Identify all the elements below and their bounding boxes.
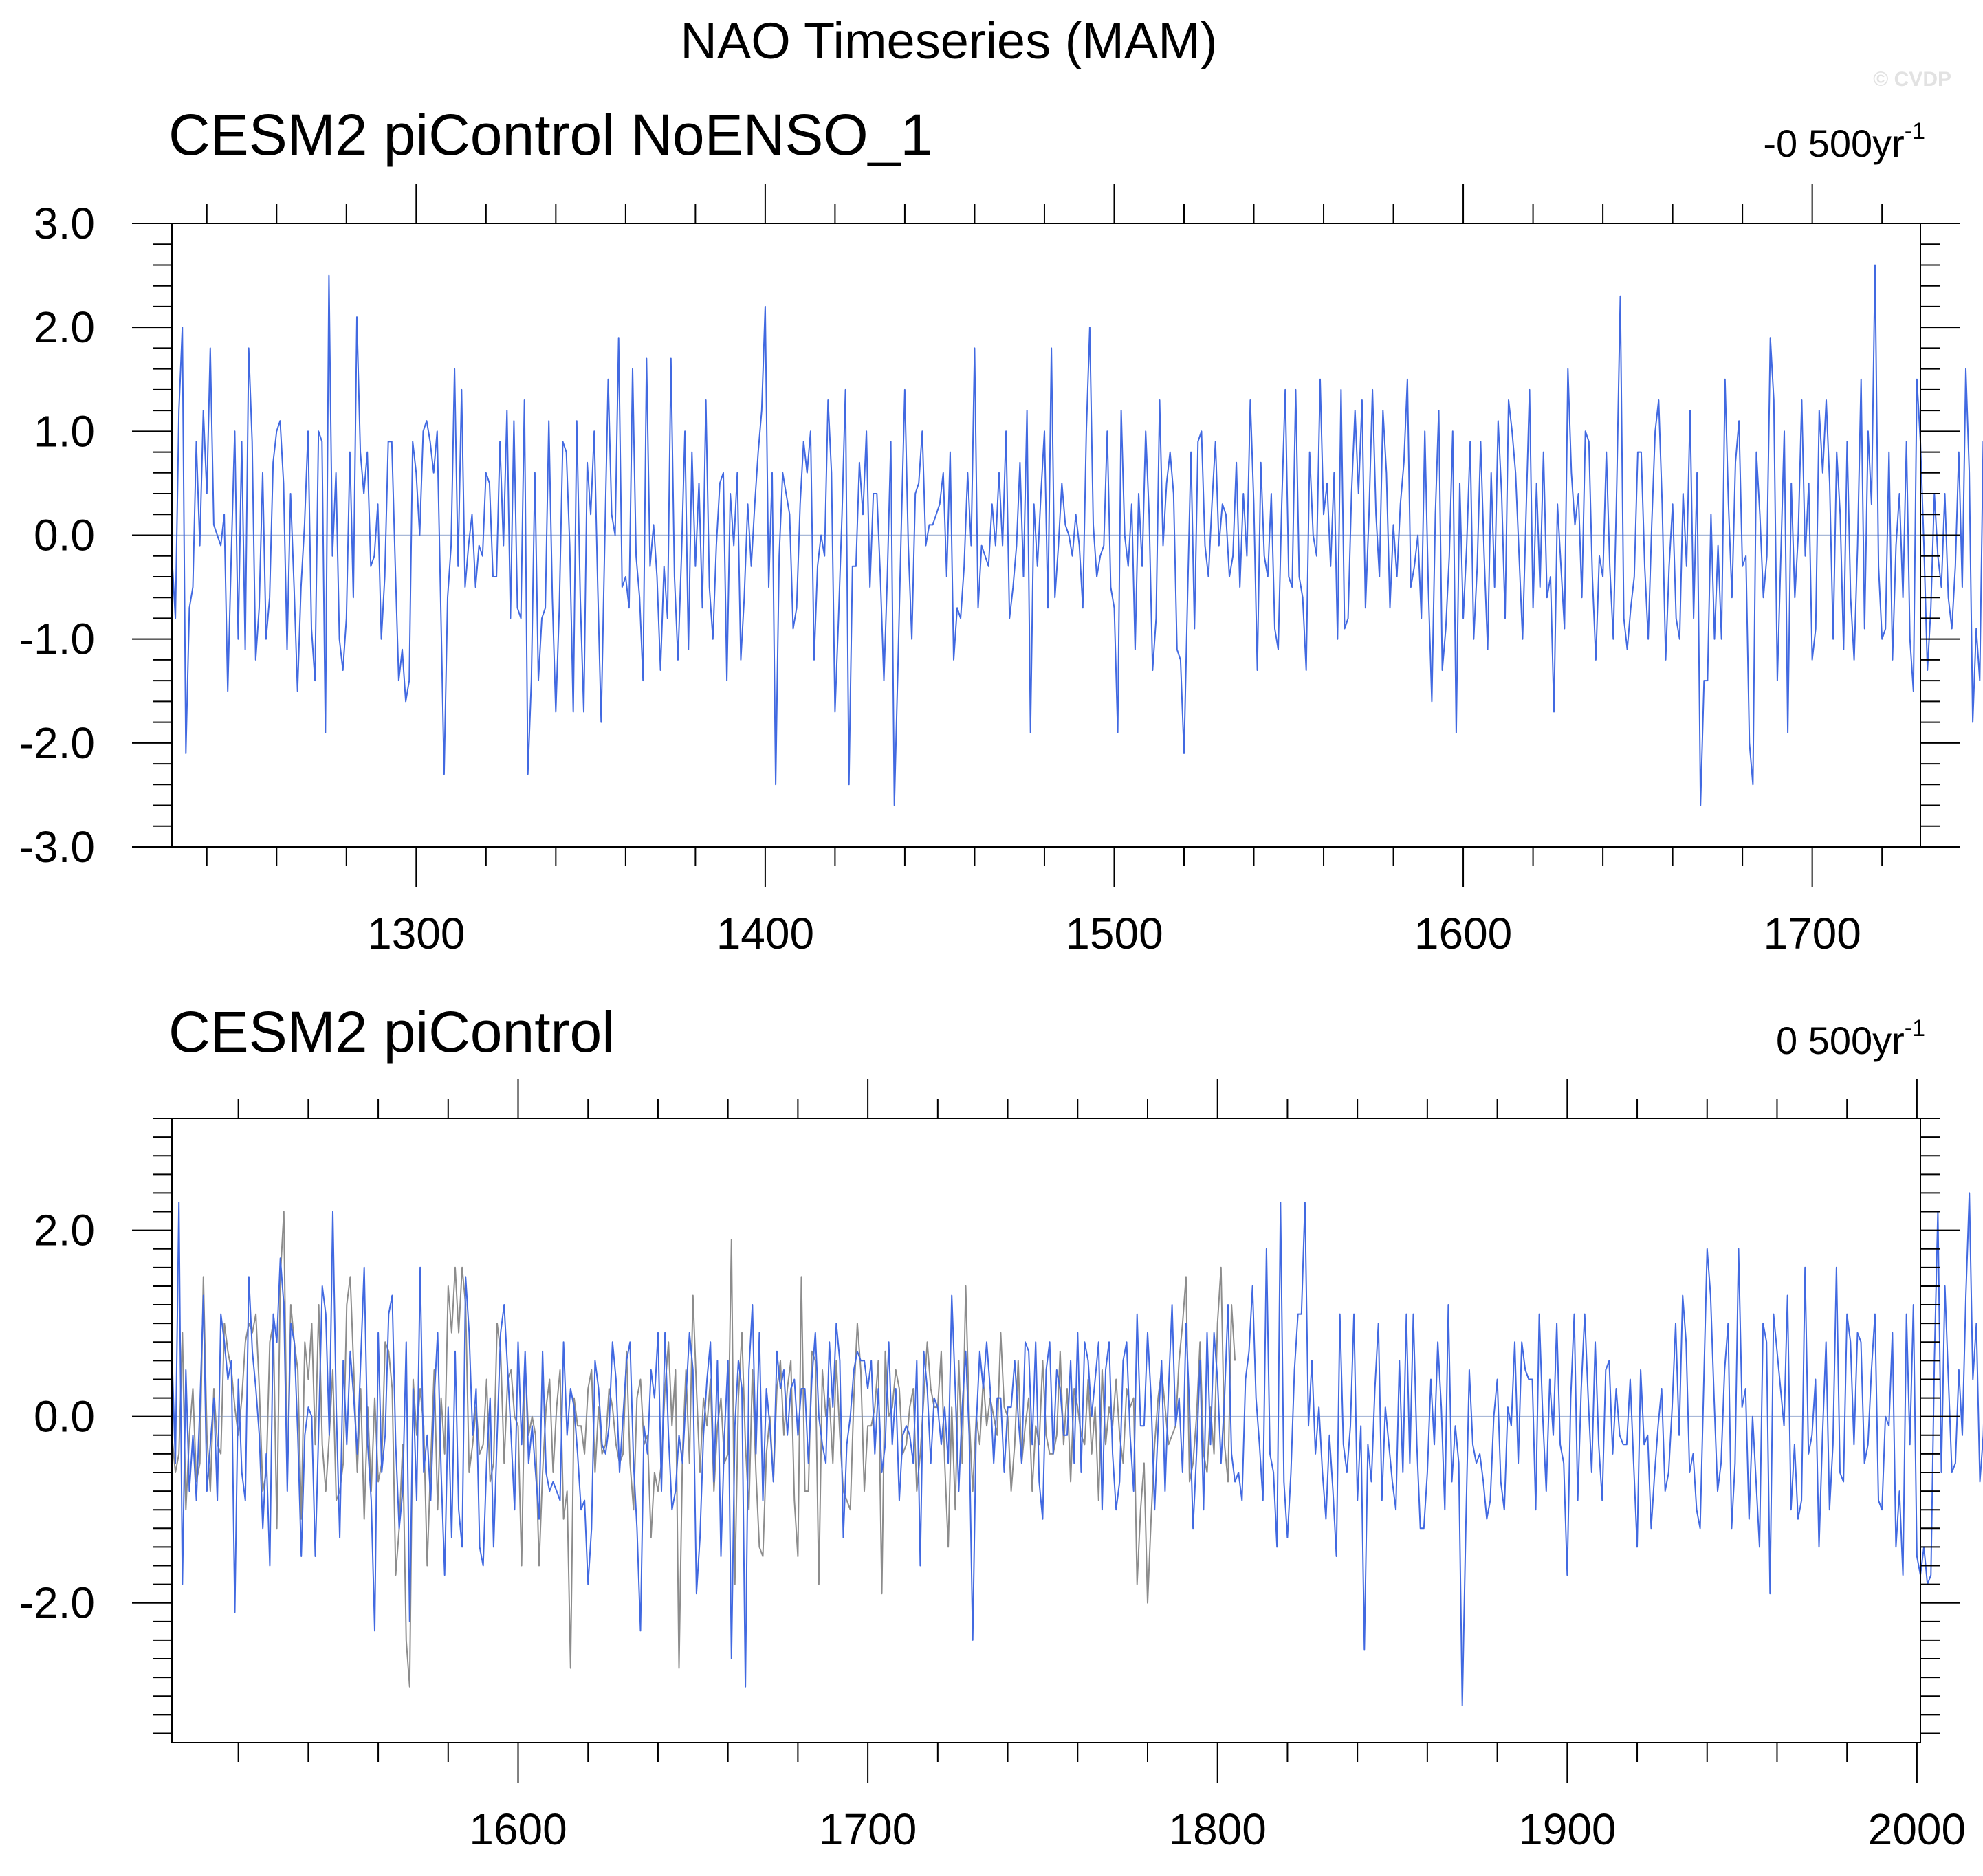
x-tick-label: 1800 [1169,1805,1267,1854]
x-tick-label: 1700 [1763,909,1861,958]
x-tick-label: 1400 [716,909,814,958]
y-tick-label: 0.0 [34,1392,95,1442]
y-tick-label: -2.0 [19,1578,95,1628]
figure-title: NAO Timeseries (MAM) [680,12,1217,69]
watermark: © CVDP [1873,68,1951,91]
y-tick-label: -2.0 [19,718,95,768]
panel-title: CESM2 piControl NoENSO_1 [168,102,932,167]
x-tick-label: 1900 [1518,1805,1616,1854]
series-line-1 [171,1211,1236,1688]
trend-label: -0 500yr-1 [1763,118,1925,165]
x-tick-label: 1600 [1414,909,1512,958]
y-tick-label: -1.0 [19,615,95,664]
series-line-0 [171,264,1983,806]
x-tick-label: 1500 [1065,909,1163,958]
y-tick-label: -3.0 [19,822,95,872]
y-tick-label: 2.0 [34,1206,95,1255]
trend-superscript: -1 [1905,118,1925,144]
y-tick-label: 2.0 [34,302,95,352]
x-tick-label: 1700 [819,1805,917,1854]
x-tick-label: 1600 [469,1805,567,1854]
y-tick-label: 0.0 [34,511,95,560]
nao-panel-control: CESM2 piControl 0 500yr-1 1600 1700 1800 19… [19,1000,1983,1854]
nao-panel-noenso: CESM2 piControl NoENSO_1 -0 500yr-1 1300… [19,102,1983,958]
trend-value: -0 500yr [1763,122,1904,165]
panel-title: CESM2 piControl [168,1000,615,1064]
trend-value: 0 500yr [1776,1019,1905,1062]
x-tick-label: 1300 [367,909,465,958]
plot-frame [171,1118,1921,1743]
trend-superscript: -1 [1905,1015,1925,1041]
series-line-0 [171,1192,1983,1706]
trend-label: 0 500yr-1 [1776,1015,1925,1062]
x-tick-label: 2000 [1868,1805,1966,1854]
y-tick-label: 3.0 [34,199,95,248]
y-tick-label: 1.0 [34,406,95,456]
